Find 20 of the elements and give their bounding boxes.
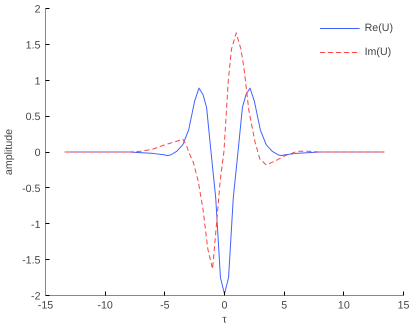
y-tick-label: -1 — [31, 218, 41, 231]
y-tick-label: 1 — [34, 75, 41, 88]
y-axis-title: amplitude — [3, 128, 16, 176]
y-tick-label: 0.5 — [26, 111, 41, 124]
legend-label: Re(U) — [364, 22, 393, 34]
x-tick-label: 10 — [338, 300, 350, 312]
y-tick-label: 2 — [34, 4, 41, 16]
y-tick-label: -0.5 — [22, 182, 41, 195]
x-tick-label: 5 — [281, 300, 288, 312]
x-tick-label: -15 — [38, 300, 54, 312]
y-tick-label: -2 — [31, 290, 41, 302]
legend-label: Im(U) — [364, 46, 392, 58]
y-tick-label: 1.5 — [26, 39, 41, 52]
x-tick-label: 15 — [398, 300, 410, 312]
x-tick-label: -5 — [160, 300, 170, 312]
x-axis-title: τ — [222, 314, 228, 326]
y-tick-label: -1.5 — [22, 254, 41, 267]
y-tick-label: 0 — [34, 147, 41, 159]
x-tick-label: -10 — [97, 300, 113, 312]
x-tick-label: 0 — [222, 300, 228, 312]
